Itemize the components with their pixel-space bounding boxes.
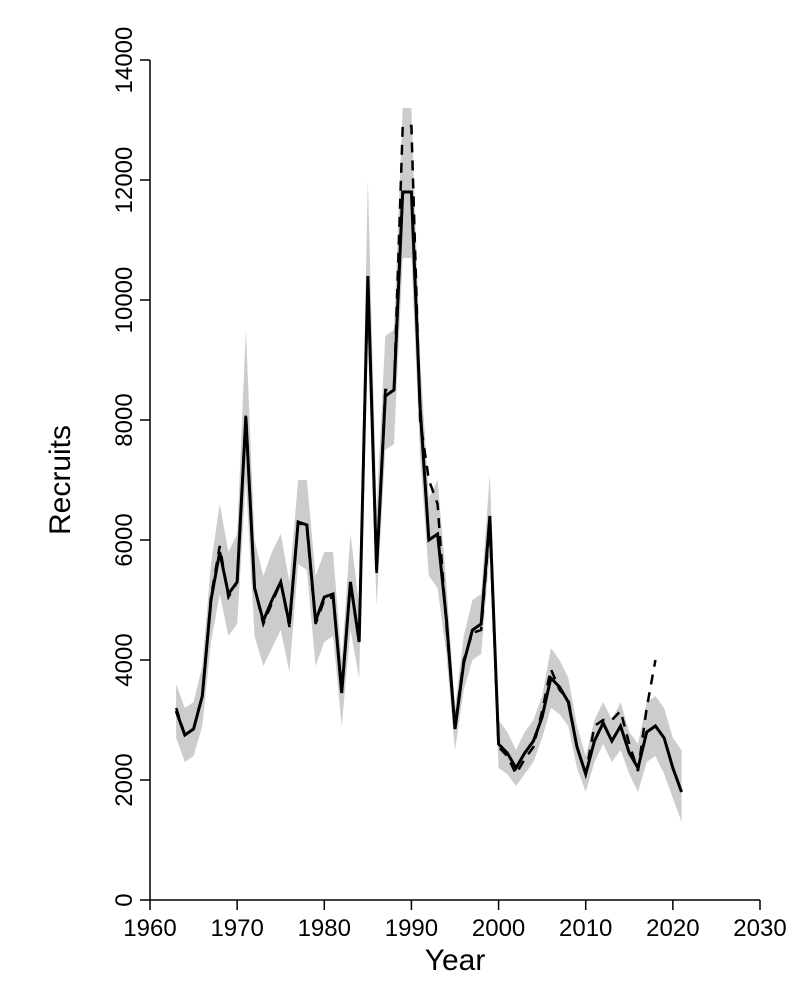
recruits-timeseries-chart: 1960 1970 1980 1990 2000 2010 2020 2030 Year 0 200… bbox=[0, 0, 800, 1000]
y-tick-label: 2000 bbox=[111, 753, 138, 806]
x-tick-label: 1970 bbox=[210, 915, 263, 942]
y-tick-label: 6000 bbox=[111, 513, 138, 566]
x-tick-label: 2000 bbox=[472, 915, 525, 942]
y-tick-label: 4000 bbox=[111, 633, 138, 686]
y-tick-label: 10000 bbox=[111, 267, 138, 334]
y-tick-label: 0 bbox=[111, 893, 138, 906]
chart-svg: 1960 1970 1980 1990 2000 2010 2020 2030 Year 0 200… bbox=[0, 0, 800, 1000]
x-tick-label: 2010 bbox=[559, 915, 612, 942]
x-tick-label: 2020 bbox=[646, 915, 699, 942]
y-tick-label: 8000 bbox=[111, 393, 138, 446]
confidence-band bbox=[176, 108, 681, 822]
x-tick-label: 1960 bbox=[123, 915, 176, 942]
y-axis-title: Recruits bbox=[44, 425, 77, 535]
x-axis-title: Year bbox=[425, 944, 486, 977]
x-tick-label: 2030 bbox=[733, 915, 786, 942]
x-tick-label: 1990 bbox=[385, 915, 438, 942]
y-tick-label: 14000 bbox=[111, 27, 138, 94]
y-tick-label: 12000 bbox=[111, 147, 138, 214]
x-tick-label: 1980 bbox=[298, 915, 351, 942]
